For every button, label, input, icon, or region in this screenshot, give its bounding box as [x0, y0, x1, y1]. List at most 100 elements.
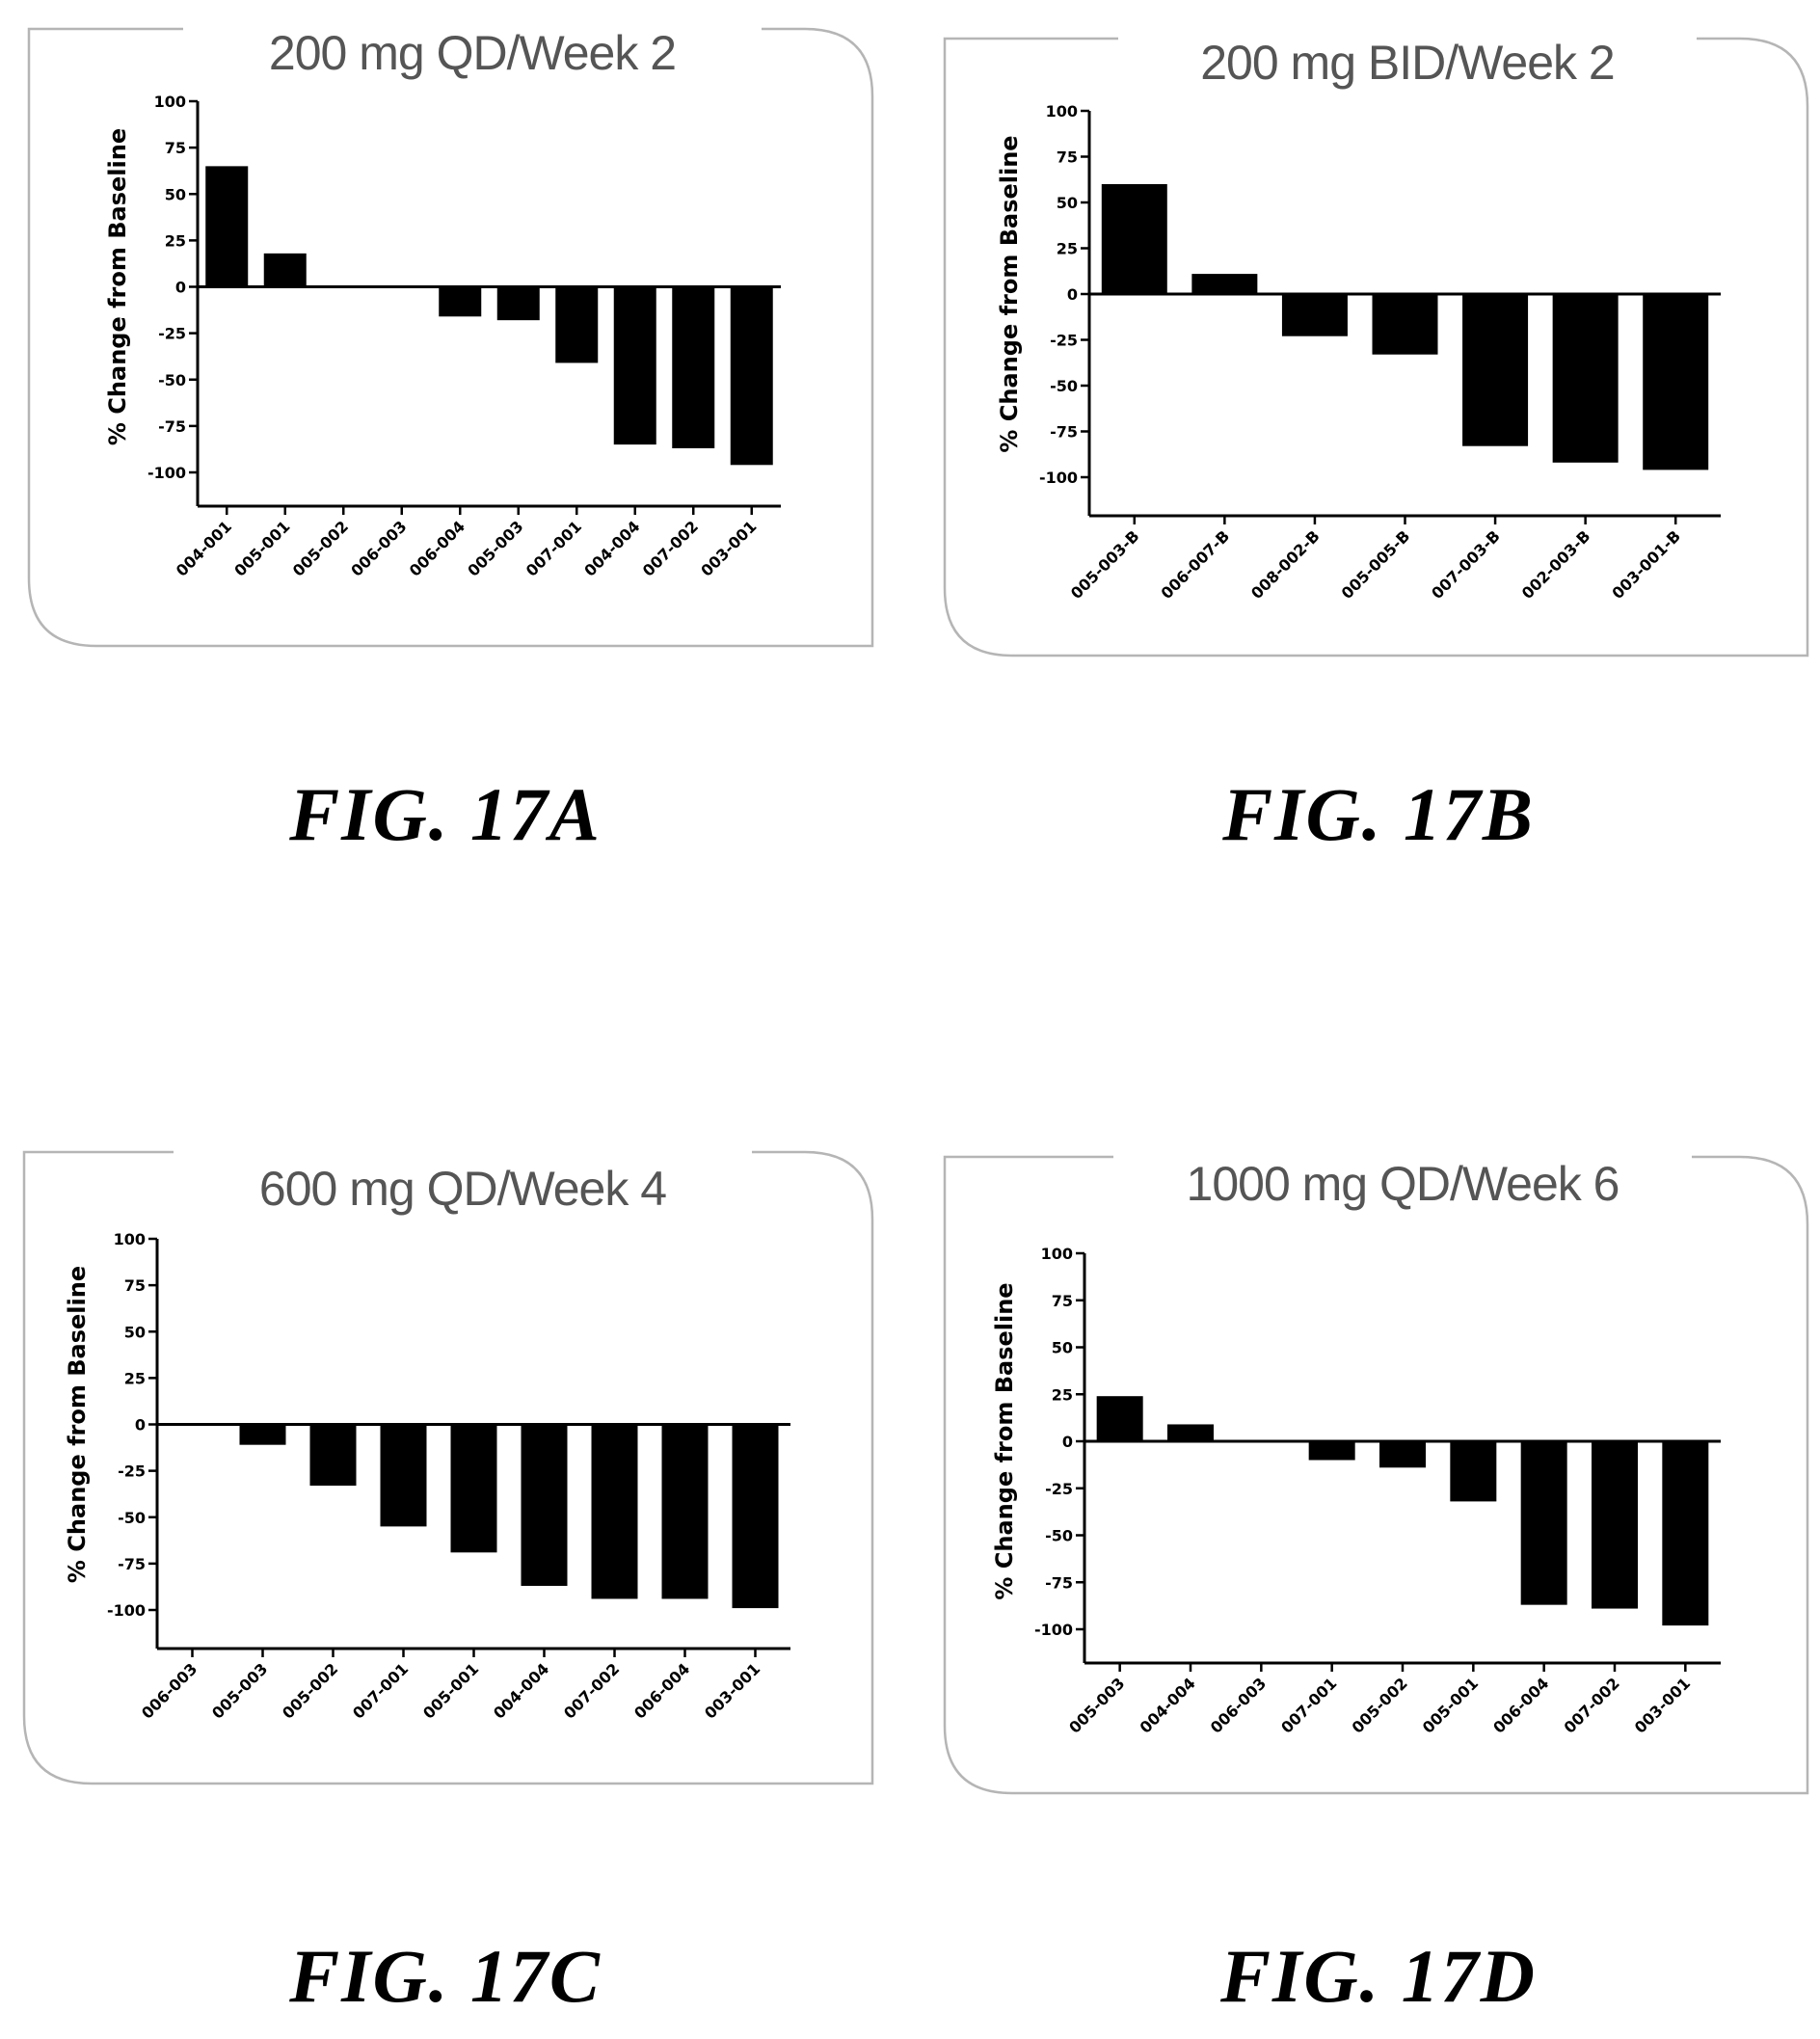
y-tick-label: 25 [1052, 1385, 1073, 1404]
figure-caption-17b: FIG. 17B [1222, 772, 1535, 856]
y-tick-label: -50 [1050, 377, 1078, 395]
y-tick-label: -75 [158, 417, 186, 436]
chart-title: 200 mg BID/Week 2 [1200, 36, 1615, 90]
y-tick-label: 75 [124, 1276, 146, 1295]
y-tick-label: 0 [1062, 1433, 1073, 1451]
bar-007-003-B [1462, 294, 1529, 446]
bar-005-005-B [1372, 294, 1438, 355]
bar-007-001 [1308, 1441, 1355, 1461]
y-tick-label: 0 [175, 279, 186, 297]
bar-007-002 [1592, 1441, 1638, 1609]
figure-caption-17a: FIG. 17A [289, 772, 602, 856]
bar-006-004 [439, 286, 482, 317]
bar-005-003 [496, 286, 540, 321]
x-tick-label: 006-003 [1207, 1674, 1270, 1736]
y-tick-label: -50 [158, 371, 186, 389]
bar-005-003 [1096, 1396, 1143, 1441]
bar-007-001 [555, 286, 599, 363]
bar-005-002 [309, 1424, 357, 1487]
x-tick-label: 003-001 [1631, 1674, 1694, 1736]
y-tick-label: 100 [1041, 1245, 1073, 1263]
bar-006-004 [1520, 1441, 1567, 1605]
y-tick-label: 75 [1052, 1292, 1073, 1310]
y-tick-label: 25 [124, 1369, 146, 1387]
bar-004-004 [521, 1424, 568, 1586]
y-tick-label: 25 [1057, 240, 1078, 258]
bar-004-001 [205, 166, 249, 287]
y-tick-label: -25 [118, 1462, 146, 1481]
bar-003-001-B [1643, 294, 1709, 470]
y-tick-label: -25 [1050, 332, 1078, 350]
y-tick-label: -100 [1039, 469, 1078, 487]
bar-006-007-B [1191, 274, 1258, 294]
chart-frame [943, 1155, 1809, 1795]
y-tick-label: 0 [1067, 285, 1078, 304]
chart-frame [27, 27, 874, 648]
x-tick-label: 004-004 [1136, 1674, 1198, 1736]
y-tick-label: 75 [1057, 148, 1078, 167]
figure-caption-17d: FIG. 17D [1219, 1934, 1538, 2018]
bar-006-003 [169, 1424, 216, 1425]
y-tick-label: -50 [1045, 1527, 1073, 1545]
bar-006-004 [661, 1424, 709, 1599]
bar-005-001 [450, 1424, 497, 1553]
y-tick-label: 100 [154, 93, 186, 111]
y-tick-label: -75 [118, 1555, 146, 1573]
y-tick-label: -50 [118, 1509, 146, 1527]
y-tick-label: 100 [1046, 102, 1078, 121]
bar-003-001 [732, 1424, 779, 1609]
bar-005-002 [322, 286, 365, 287]
y-tick-label: -25 [1045, 1480, 1073, 1498]
bar-007-002 [591, 1424, 638, 1599]
y-tick-label: -75 [1045, 1573, 1073, 1592]
bar-008-002-B [1281, 294, 1348, 336]
y-tick-label: 50 [1052, 1339, 1073, 1357]
y-tick-label: 50 [165, 185, 186, 203]
bar-004-004 [1167, 1424, 1214, 1441]
chart-frame [943, 37, 1809, 657]
chart-title: 200 mg QD/Week 2 [269, 26, 676, 80]
figure-caption-17c: FIG. 17C [289, 1934, 602, 2018]
x-tick-label: 007-001 [1277, 1674, 1340, 1736]
bar-003-001 [1662, 1441, 1709, 1626]
y-axis-label: % Change from Baseline [996, 135, 1023, 452]
y-axis-label: % Change from Baseline [64, 1266, 91, 1583]
bar-005-001 [1450, 1441, 1497, 1502]
y-tick-label: 100 [114, 1230, 146, 1248]
bar-005-002 [1379, 1441, 1426, 1468]
y-tick-label: -75 [1050, 423, 1078, 442]
bar-007-001 [380, 1424, 427, 1527]
chart-title: 1000 mg QD/Week 6 [1187, 1157, 1619, 1211]
x-tick-label: 006-004 [1489, 1674, 1552, 1736]
y-tick-label: 0 [135, 1416, 146, 1435]
y-tick-label: 75 [165, 139, 186, 157]
chart-title: 600 mg QD/Week 4 [259, 1162, 666, 1216]
chart-frame [22, 1150, 874, 1785]
bar-005-001 [263, 253, 307, 287]
bar-006-003 [380, 286, 423, 287]
bar-003-001 [730, 286, 773, 466]
y-tick-label: -25 [158, 325, 186, 343]
y-axis-label: % Change from Baseline [991, 1282, 1018, 1599]
y-tick-label: 50 [1057, 194, 1078, 212]
bar-002-003-B [1552, 294, 1619, 463]
y-tick-label: 25 [165, 231, 186, 250]
y-tick-label: -100 [1034, 1621, 1073, 1639]
x-tick-label: 007-002 [1560, 1674, 1622, 1736]
x-tick-label: 005-001 [1419, 1674, 1482, 1736]
bar-005-003-B [1101, 184, 1167, 294]
y-tick-label: 50 [124, 1323, 146, 1341]
x-tick-label: 005-002 [1348, 1674, 1410, 1736]
bar-007-002 [672, 286, 715, 448]
x-tick-label: 005-003 [1065, 1674, 1128, 1736]
bar-006-003 [1238, 1441, 1285, 1442]
y-axis-label: % Change from Baseline [104, 128, 131, 445]
bar-004-004 [613, 286, 656, 445]
y-tick-label: -100 [107, 1601, 146, 1620]
bar-005-003 [239, 1424, 286, 1445]
y-tick-label: -100 [147, 464, 186, 482]
